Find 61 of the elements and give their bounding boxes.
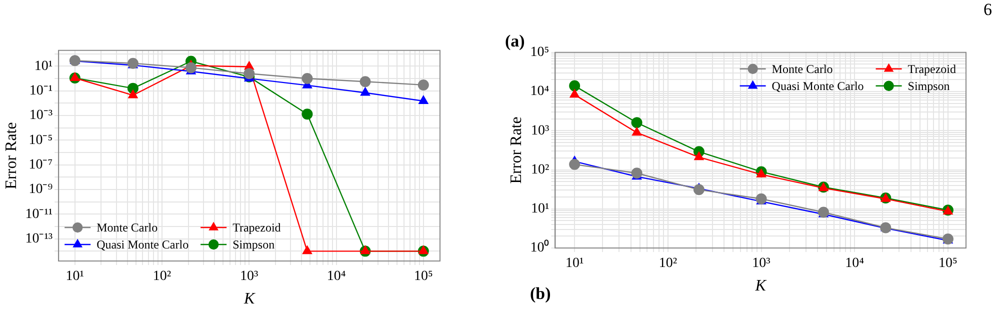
point [244,68,255,80]
point [302,73,313,84]
y-tick-label: 10⁻¹¹ [25,206,53,222]
x-axis-title: K [242,290,256,308]
legend-label: Simpson [908,79,950,94]
legend-label: Simpson [232,238,275,252]
y-tick-label: 10⁻⁵ [28,132,53,148]
x-tick-label: 10⁴ [845,256,864,272]
y-tick-label: 10⁻³ [29,108,53,124]
y-tick-label: 10⁰ [530,240,550,256]
x-tick-label: 10² [658,256,678,272]
point [360,87,370,96]
x-tick-label: 10⁵ [414,269,433,284]
x-tick-label: 10¹ [565,256,584,272]
point [418,246,428,254]
point [632,127,642,136]
point [70,72,80,81]
x-axis-title: K [754,278,768,295]
chart-title: (a) [505,32,525,51]
y-tick-label: 10¹ [530,202,550,217]
legend-label: Trapezoid [232,220,281,235]
text: (b) [530,284,551,304]
point [569,158,580,170]
point [693,184,704,196]
point [128,90,138,98]
y-axis-title: Error Rate [2,122,20,190]
point [302,246,312,254]
point [694,152,704,160]
y-tick-label: 10¹ [34,58,53,74]
text: 6 [984,0,992,20]
y-axis-title: Error Rate [508,116,525,184]
point [185,62,196,74]
x-tick-label: 10³ [752,256,770,272]
y-tick-label: 10⁻⁹ [28,182,53,198]
x-tick-label: 10² [152,269,172,284]
y-tick-label: 10⁻¹³ [25,232,53,247]
legend-label: Trapezoid [908,62,956,76]
point [631,117,642,128]
point [360,246,370,254]
x-tick-label: 10¹ [66,269,84,284]
point [631,168,642,179]
point [756,168,766,178]
x-tick-label: 10³ [240,269,258,284]
point [569,80,580,92]
y-tick-label: 10² [530,162,550,178]
x-tick-label: 10⁵ [938,256,958,272]
y-tick-label: 10⁵ [530,45,550,60]
legend-label: Quasi Monte Carlo [96,238,189,252]
point [570,89,580,98]
y-tick-label: 10³ [530,123,550,138]
point [302,108,313,120]
point [418,96,428,104]
x-tick-label: 10⁴ [326,269,346,284]
legend-label: Monte Carlo [96,220,158,235]
point [360,76,371,88]
y-tick-label: 10⁻¹ [29,84,53,99]
point [418,79,429,90]
legend-label: Monte Carlo [772,62,833,76]
y-tick-label: 10⁻⁷ [28,158,53,173]
legend-label: Quasi Monte Carlo [772,79,864,94]
y-tick-label: 10⁴ [530,84,550,100]
